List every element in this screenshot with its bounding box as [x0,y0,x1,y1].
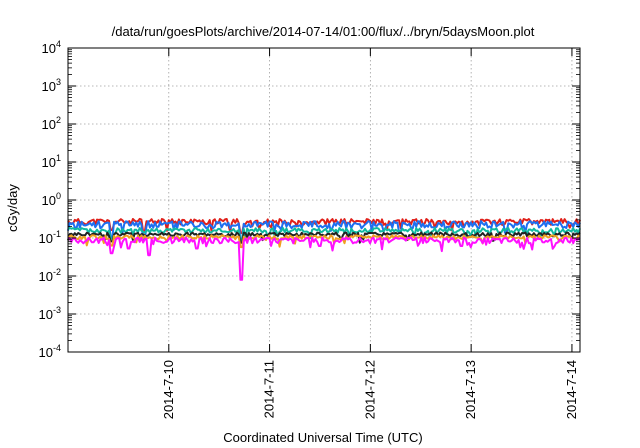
y-tick-label: 10-3 [39,305,61,322]
chart-title: /data/run/goesPlots/archive/2014-07-14/0… [112,24,535,39]
data-series-line [67,236,581,281]
x-tick-label: 2014-7-14 [564,360,579,419]
series-layer [67,217,581,281]
y-tick-label: 10-2 [39,267,61,284]
y-tick-label: 103 [42,77,61,94]
x-tick-label: 2014-7-11 [262,360,277,418]
y-axis-title: cGy/day [5,184,20,232]
y-tick-label: 10-1 [39,229,61,246]
data-series-line [67,234,581,249]
tick-layer: 10-4 10-3 10-2 10-1 100 101 102 103 104 2014-7-10… [39,39,580,419]
x-tick-label: 2014-7-12 [362,360,377,419]
y-tick-label: 104 [42,39,61,56]
x-tick-label: 2014-7-10 [161,360,176,419]
y-tick-label: 102 [42,115,61,132]
x-tick-label: 2014-7-13 [463,360,478,419]
grid-layer [68,48,580,352]
y-tick-label: 100 [42,191,61,208]
x-axis-title: Coordinated Universal Time (UTC) [223,430,422,445]
y-tick-label: 101 [42,153,61,170]
data-series-line [67,217,581,234]
data-series-line [67,227,581,242]
y-tick-label: 10-4 [39,343,61,360]
data-series-line [67,220,581,241]
